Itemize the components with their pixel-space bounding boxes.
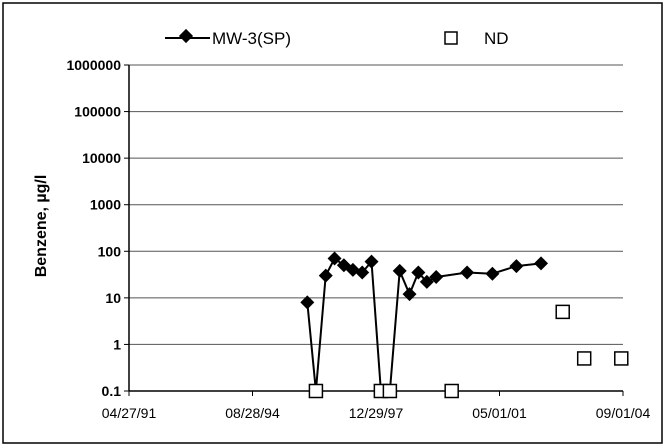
y-tick-label: 100000 (74, 104, 121, 120)
x-tick-label: 09/01/04 (596, 405, 651, 421)
nd-marker (382, 383, 398, 399)
legend-marker-mw3 (178, 28, 194, 44)
y-tick-label: 1 (113, 336, 121, 352)
mw3-marker (509, 259, 524, 274)
mw3-marker (534, 256, 549, 271)
y-tick-label: 0.1 (102, 383, 122, 399)
mw3-marker (485, 266, 500, 281)
mw3-marker (429, 270, 444, 285)
mw3-marker (402, 287, 417, 302)
y-tick-label: 10 (105, 290, 121, 306)
x-tick-label: 12/29/97 (349, 405, 404, 421)
legend-label-nd: ND (484, 29, 509, 48)
y-tick-label: 1000 (90, 197, 121, 213)
legend-marker-nd (444, 31, 458, 45)
mw3-marker (327, 251, 342, 266)
nd-marker (555, 304, 570, 320)
mw3-marker (300, 295, 315, 310)
y-tick-label: 1000000 (66, 57, 121, 73)
mw3-marker (318, 268, 333, 283)
y-tick-label: 10000 (82, 150, 121, 166)
y-axis-label: Benzene, µg/l (33, 175, 50, 278)
mw3-marker (364, 254, 379, 269)
x-tick-label: 05/01/01 (472, 405, 527, 421)
x-tick-label: 04/27/91 (102, 405, 157, 421)
nd-marker (576, 351, 592, 366)
mw3-marker (392, 263, 407, 278)
legend: MW-3(SP) ND (165, 28, 509, 48)
nd-marker (308, 383, 324, 399)
y-tick-label: 100 (98, 243, 122, 259)
mw3-marker (460, 265, 475, 280)
mw3-marker (419, 274, 434, 289)
mw3-marker (355, 265, 370, 280)
x-tick-label: 08/28/94 (225, 405, 280, 421)
plot-layer: 0.1 1 10 100 1000 10000 100000 1000000 04/27/91 0… (66, 57, 650, 421)
legend-label-mw3: MW-3(SP) (212, 29, 291, 48)
nd-marker (444, 383, 459, 399)
nd-marker (614, 351, 629, 366)
mw3-marker (411, 265, 426, 280)
